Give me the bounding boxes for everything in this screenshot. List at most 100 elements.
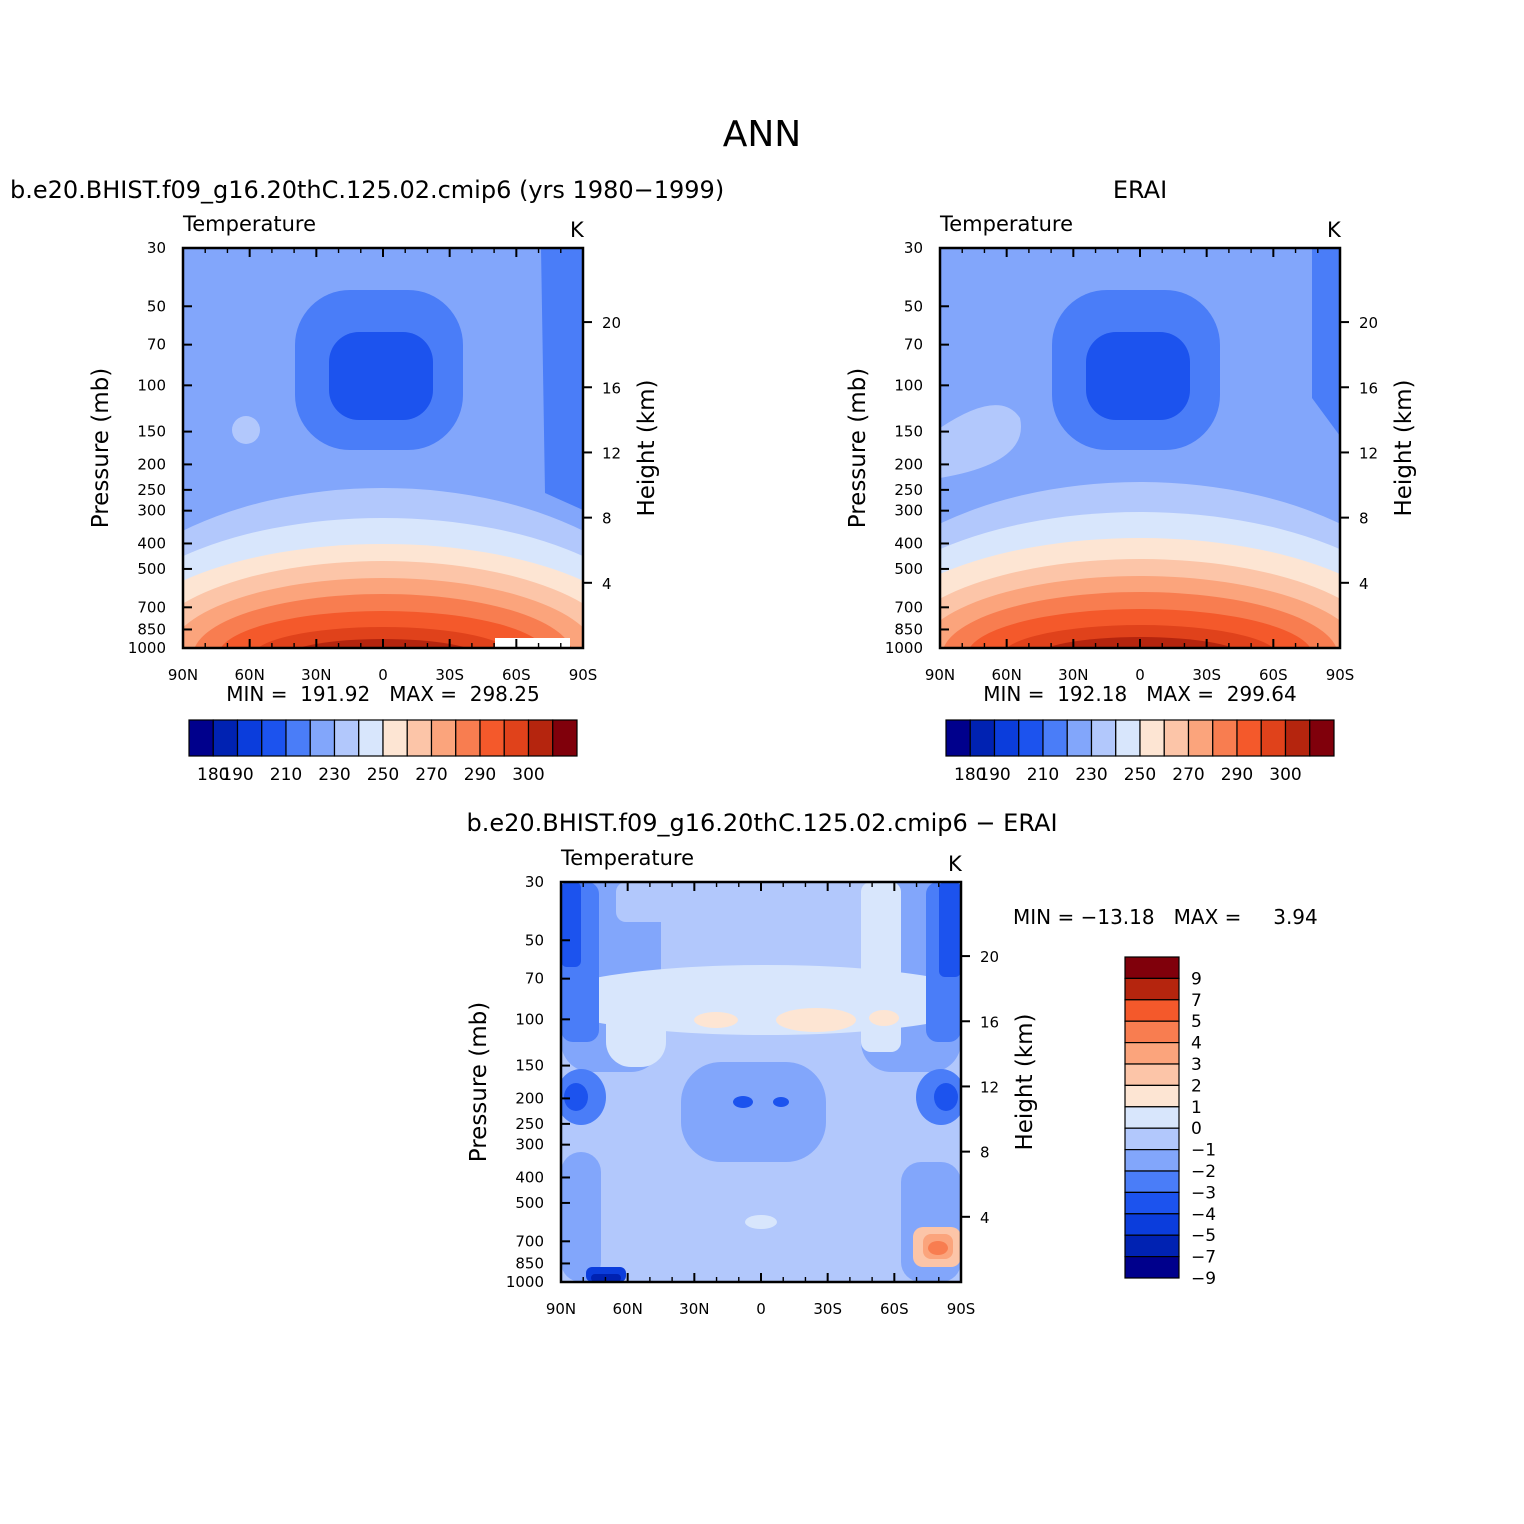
colorbar-label: 0 bbox=[1191, 1119, 1202, 1139]
colorbar-label: −5 bbox=[1191, 1226, 1216, 1246]
colorbar-swatch bbox=[333, 719, 360, 757]
panel-diff: b.e20.BHIST.f09_g16.20thC.125.02.cmip6 −… bbox=[466, 809, 1318, 1318]
y-tick-label: 300 bbox=[515, 1136, 544, 1154]
y-tick-label: 850 bbox=[515, 1254, 544, 1272]
colorbar-swatch bbox=[1124, 1255, 1180, 1279]
x-tick-label: 60S bbox=[1259, 666, 1288, 684]
colorbar-swatch bbox=[358, 719, 384, 757]
y-tick-label: 700 bbox=[137, 598, 166, 616]
colorbar-swatch bbox=[1124, 1234, 1180, 1258]
y-tick-label: 250 bbox=[515, 1115, 544, 1133]
y-right-tick-label: 8 bbox=[980, 1144, 990, 1162]
colorbar-swatch bbox=[945, 719, 971, 757]
colorbar-label: 270 bbox=[415, 765, 447, 785]
contour-band bbox=[928, 1241, 948, 1255]
contour-band bbox=[1312, 248, 1340, 436]
y-right-tick-label: 12 bbox=[980, 1078, 999, 1096]
colorbar-label: −4 bbox=[1191, 1205, 1216, 1225]
y-right-tick-label: 16 bbox=[602, 379, 621, 397]
y-right-tick-label: 8 bbox=[1359, 510, 1369, 528]
colorbar-swatch bbox=[993, 719, 1020, 757]
contour-band bbox=[561, 1152, 601, 1282]
panel-obs-variable-label: Temperature bbox=[939, 212, 1073, 236]
panel-model-title: b.e20.BHIST.f09_g16.20thC.125.02.cmip6 (… bbox=[10, 176, 724, 204]
colorbar-swatch bbox=[1042, 719, 1068, 757]
colorbar-label: 250 bbox=[1124, 765, 1156, 785]
colorbar-label: 190 bbox=[978, 765, 1010, 785]
y-tick-label: 700 bbox=[515, 1232, 544, 1250]
x-tick-label: 30N bbox=[679, 1300, 709, 1318]
x-tick-label: 90S bbox=[947, 1300, 976, 1318]
colorbar-label: 230 bbox=[1075, 765, 1107, 785]
contour-band bbox=[329, 332, 433, 420]
colorbar-swatch bbox=[552, 719, 578, 757]
y-tick-label: 250 bbox=[894, 481, 923, 499]
y-right-tick-label: 20 bbox=[980, 948, 999, 966]
colorbar-swatch bbox=[1115, 719, 1141, 757]
x-tick-label: 90N bbox=[546, 1300, 576, 1318]
colorbar-swatch bbox=[1124, 1191, 1180, 1215]
panel-obs-contour-field bbox=[940, 248, 1340, 648]
y-tick-label: 200 bbox=[137, 455, 166, 473]
y-right-tick-label: 4 bbox=[1359, 575, 1369, 593]
x-tick-label: 30S bbox=[435, 666, 464, 684]
y-tick-label: 500 bbox=[137, 560, 166, 578]
y-tick-label: 30 bbox=[147, 239, 166, 257]
contour-band bbox=[733, 1096, 753, 1108]
y-tick-label: 50 bbox=[525, 931, 544, 949]
panel-model-axes: 90N 60N 30N 0 30S 60S 90S 30 50 70 100 150 200 250 300… bbox=[128, 239, 621, 684]
colorbar-label: 210 bbox=[1027, 765, 1059, 785]
colorbar-label: 290 bbox=[1221, 765, 1253, 785]
y-tick-label: 150 bbox=[894, 423, 923, 441]
y-right-tick-label: 12 bbox=[1359, 444, 1378, 462]
x-tick-label: 30S bbox=[813, 1300, 842, 1318]
colorbar-swatch bbox=[1124, 1106, 1180, 1129]
contour-band bbox=[694, 1012, 738, 1028]
colorbar-swatch bbox=[309, 719, 336, 757]
x-tick-label: 30N bbox=[1058, 666, 1088, 684]
colorbar-label: 300 bbox=[1269, 765, 1301, 785]
colorbar-swatch bbox=[1284, 719, 1311, 757]
y-tick-label: 500 bbox=[894, 560, 923, 578]
x-tick-label: 60N bbox=[992, 666, 1022, 684]
colorbar-swatch bbox=[1124, 1170, 1180, 1193]
colorbar-label: 210 bbox=[270, 765, 302, 785]
x-tick-label: 0 bbox=[756, 1300, 766, 1318]
contour-band bbox=[232, 416, 260, 444]
contour-band bbox=[564, 1083, 588, 1111]
panel-model-variable-label: Temperature bbox=[182, 212, 316, 236]
panel-model-contour-field bbox=[183, 248, 583, 648]
colorbar-swatch bbox=[430, 719, 457, 757]
colorbar-swatch bbox=[285, 719, 311, 757]
contour-band bbox=[1086, 332, 1190, 420]
colorbar-swatch bbox=[1139, 719, 1165, 757]
panel-diff-ylabel: Pressure (mb) bbox=[466, 1002, 492, 1162]
y-tick-label: 70 bbox=[525, 970, 544, 988]
panel-diff-axes: 90N 60N 30N 0 30S 60S 90S 30 50 70 100 150 200 250 300… bbox=[506, 873, 999, 1318]
contour-band bbox=[776, 1008, 856, 1032]
x-tick-label: 90S bbox=[1326, 666, 1355, 684]
y-tick-label: 500 bbox=[515, 1194, 544, 1212]
colorbar-label: 180 bbox=[954, 765, 986, 785]
colorbar-label: 4 bbox=[1191, 1034, 1202, 1054]
y-tick-label: 70 bbox=[147, 336, 166, 354]
panel-obs-units: K bbox=[1327, 218, 1342, 242]
y-tick-label: 400 bbox=[894, 534, 923, 552]
colorbar-label: 1 bbox=[1191, 1098, 1202, 1118]
y-tick-label: 300 bbox=[894, 502, 923, 520]
colorbar-swatch bbox=[188, 719, 214, 757]
y-tick-label: 400 bbox=[515, 1168, 544, 1186]
contour-band bbox=[940, 405, 1021, 478]
x-tick-label: 60S bbox=[502, 666, 531, 684]
contour-band bbox=[745, 1215, 777, 1229]
x-tick-label: 90N bbox=[925, 666, 955, 684]
colorbar-label: −2 bbox=[1191, 1162, 1216, 1182]
y-right-tick-label: 4 bbox=[602, 575, 612, 593]
y-tick-label: 50 bbox=[904, 297, 923, 315]
colorbar-swatch bbox=[1124, 1084, 1180, 1108]
colorbar-label: 190 bbox=[221, 765, 253, 785]
colorbar-label: 290 bbox=[464, 765, 496, 785]
